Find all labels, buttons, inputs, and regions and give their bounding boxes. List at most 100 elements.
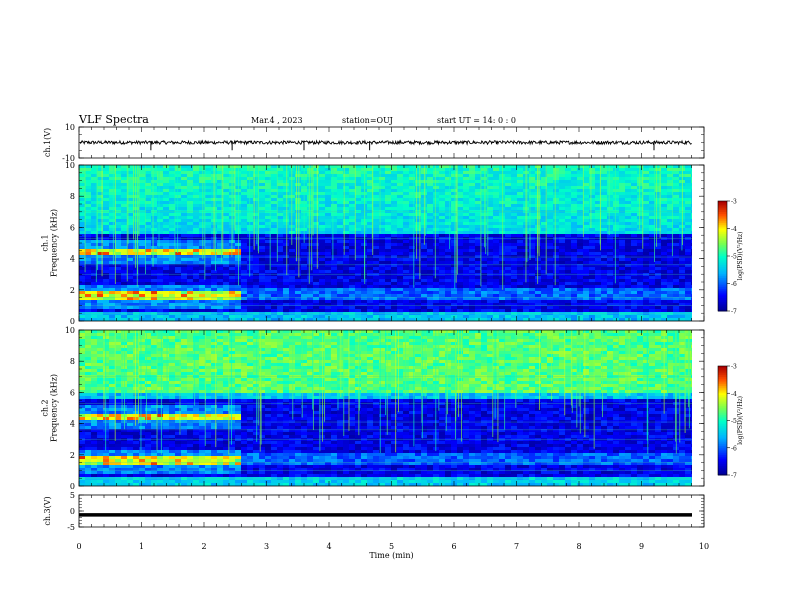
colorbar-cell <box>718 442 727 445</box>
colorbar-cell <box>718 270 727 273</box>
y-tick-label: 8 <box>70 357 75 366</box>
colorbar-cell <box>718 285 727 288</box>
x-tick-label: 1 <box>139 542 144 551</box>
colorbar-cell <box>718 415 727 418</box>
y-axis-label: ch.3(V) <box>43 496 52 525</box>
y-tick-label: -10 <box>62 154 75 163</box>
colorbar-cell <box>718 283 727 286</box>
colorbar-cell <box>718 366 727 369</box>
colorbar-cell <box>718 234 727 237</box>
colorbar-cell <box>718 252 727 255</box>
colorbar-cell <box>718 375 727 378</box>
colorbar-cell <box>718 226 727 229</box>
y-tick-label: 6 <box>70 223 75 232</box>
spectrogram-image <box>79 330 692 486</box>
colorbar-cell <box>718 301 727 305</box>
colorbar-cell <box>718 204 727 207</box>
colorbar-tick-label: -3 <box>731 364 737 371</box>
colorbar-cell <box>718 278 727 281</box>
colorbar-cell <box>718 469 727 472</box>
colorbar-cell <box>718 431 727 434</box>
colorbar-cell <box>718 267 727 270</box>
y-axis-label: ch.2Frequency (kHz) <box>41 374 59 442</box>
colorbar-cell <box>718 272 727 275</box>
colorbar-ch2: -3 -4 -5 -6 -7 log(PSD)(V²/Hz) <box>717 364 744 480</box>
colorbar-tick-label: -7 <box>731 309 737 316</box>
x-tick-label: 4 <box>326 542 331 551</box>
y-tick-label: -5 <box>67 523 75 532</box>
colorbar-cell <box>718 471 727 474</box>
x-tick-label: 6 <box>451 542 456 551</box>
colorbar-cell <box>718 382 727 385</box>
colorbar-cell <box>718 378 727 382</box>
colorbar-cell <box>718 371 727 374</box>
colorbar-cell <box>718 212 727 215</box>
start-time-label: start UT = 14: 0 : 0 <box>437 116 516 125</box>
x-tick-label: 8 <box>576 542 581 551</box>
colorbar-cell <box>718 235 727 239</box>
colorbar-cell <box>718 221 727 224</box>
x-tick-label: 9 <box>639 542 644 551</box>
colorbar-cell <box>718 418 727 421</box>
colorbar-cell <box>718 373 727 376</box>
x-tick-label: 3 <box>264 542 269 551</box>
colorbar-cell <box>718 208 727 211</box>
colorbar-cell <box>718 398 727 402</box>
colorbar-cell <box>718 438 727 441</box>
colorbar-cell <box>718 424 727 427</box>
colorbar-tick-label: -5 <box>731 254 737 261</box>
colorbar-tick-label: -7 <box>731 473 737 480</box>
colorbar-cell <box>718 201 727 204</box>
date-label: Mar.4 , 2023 <box>251 116 303 125</box>
colorbar-cell <box>718 206 727 209</box>
colorbar-cell <box>718 202 727 206</box>
colorbar-cell <box>718 435 727 438</box>
y-axis-label: ch.1Frequency (kHz) <box>41 209 59 277</box>
y-tick-label: 0 <box>70 317 75 326</box>
colorbar-cell <box>718 367 727 371</box>
colorbar-cell <box>718 393 727 396</box>
colorbar-cell <box>718 303 727 306</box>
colorbar-cell <box>718 389 727 392</box>
colorbar-cell <box>718 294 727 297</box>
colorbar-cell <box>718 385 727 389</box>
colorbar-cell <box>718 217 727 220</box>
y-tick-label: 5 <box>70 491 75 500</box>
colorbar-label: log(PSD)(V²/Hz) <box>737 396 744 445</box>
colorbar-cell <box>718 230 727 233</box>
colorbar-cell <box>718 287 727 290</box>
colorbar-cell <box>718 210 727 213</box>
figure-title: VLF Spectra <box>78 113 149 126</box>
colorbar-cell <box>718 404 727 407</box>
colorbar-cell <box>718 245 727 248</box>
colorbar-cell <box>718 465 727 469</box>
colorbar-cell <box>718 409 727 412</box>
y-tick-label: 10 <box>65 123 75 132</box>
colorbar-cell <box>718 261 727 264</box>
colorbar-cell <box>718 274 727 277</box>
colorbar-cell <box>718 309 727 312</box>
y-tick-label: 0 <box>70 482 75 491</box>
colorbar-cell <box>718 396 727 400</box>
colorbar-cell <box>718 429 727 432</box>
colorbar-cell <box>718 451 727 454</box>
colorbar-cell <box>718 296 727 299</box>
colorbar-cell <box>718 391 727 394</box>
colorbar-cell <box>718 422 727 425</box>
x-tick-label: 2 <box>201 542 206 551</box>
colorbar-cell <box>718 433 727 436</box>
colorbar-cell <box>718 256 727 259</box>
y-tick-label: 2 <box>70 451 75 460</box>
colorbar-cell <box>718 243 727 246</box>
colorbar-tick-label: -6 <box>731 281 737 288</box>
colorbar-cell <box>718 228 727 231</box>
colorbar-cell <box>718 305 727 308</box>
colorbar-cell <box>718 307 727 310</box>
colorbar-cell <box>718 380 727 383</box>
colorbar-cell <box>718 384 727 387</box>
colorbar-cell <box>718 436 727 440</box>
colorbar-cell <box>718 444 727 447</box>
colorbar-cell <box>718 420 727 423</box>
colorbar-cell <box>718 464 727 467</box>
y-tick-label: 4 <box>70 420 75 429</box>
